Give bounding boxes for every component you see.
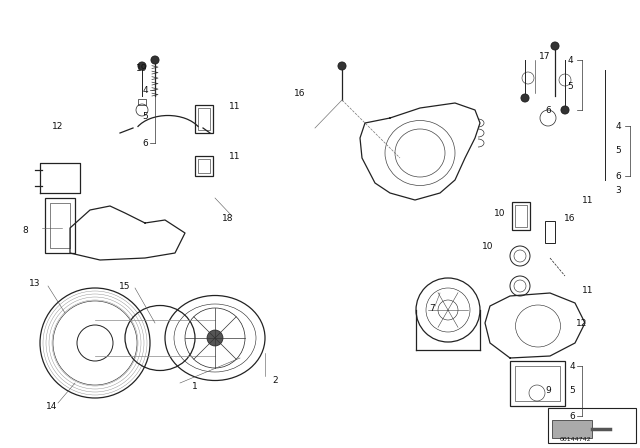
Text: 4: 4 xyxy=(567,56,573,65)
Circle shape xyxy=(207,330,223,346)
Circle shape xyxy=(338,62,346,70)
Bar xyxy=(138,99,146,105)
Text: 1: 1 xyxy=(192,382,198,391)
Text: 4: 4 xyxy=(569,362,575,370)
Bar xyxy=(195,156,213,176)
Text: 4: 4 xyxy=(615,121,621,130)
Text: 18: 18 xyxy=(222,214,234,223)
Text: 5: 5 xyxy=(569,385,575,395)
Text: 12: 12 xyxy=(576,319,588,327)
Text: 6: 6 xyxy=(142,138,148,147)
Text: 4: 4 xyxy=(142,86,148,95)
Text: 16: 16 xyxy=(564,214,576,223)
Circle shape xyxy=(561,106,569,114)
Bar xyxy=(545,221,555,243)
Text: 19: 19 xyxy=(136,64,148,73)
Text: 14: 14 xyxy=(46,401,58,410)
Circle shape xyxy=(521,94,529,102)
Text: 00144742: 00144742 xyxy=(560,437,591,442)
Text: 15: 15 xyxy=(119,281,131,290)
Text: 11: 11 xyxy=(229,102,241,111)
Text: 11: 11 xyxy=(229,151,241,160)
Text: 6: 6 xyxy=(569,412,575,421)
Bar xyxy=(548,408,636,443)
Text: 6: 6 xyxy=(545,105,551,115)
Bar xyxy=(50,203,70,248)
Bar xyxy=(515,366,560,401)
Circle shape xyxy=(151,56,159,64)
Text: 6: 6 xyxy=(615,172,621,181)
Text: 8: 8 xyxy=(22,225,28,234)
Bar xyxy=(515,205,527,227)
Text: 10: 10 xyxy=(494,208,506,217)
Text: 9: 9 xyxy=(545,385,551,395)
Text: 7: 7 xyxy=(429,303,435,313)
Circle shape xyxy=(551,42,559,50)
Bar xyxy=(198,159,210,173)
Text: 11: 11 xyxy=(582,195,594,204)
Text: 10: 10 xyxy=(483,241,493,250)
Text: 13: 13 xyxy=(29,279,41,288)
Text: 17: 17 xyxy=(540,52,551,60)
Bar xyxy=(552,420,592,438)
Text: 16: 16 xyxy=(294,89,306,98)
Text: 5: 5 xyxy=(567,82,573,90)
Text: 12: 12 xyxy=(52,121,64,130)
Bar xyxy=(198,108,210,130)
Text: 11: 11 xyxy=(582,285,594,294)
Text: 3: 3 xyxy=(615,185,621,194)
Bar xyxy=(45,198,75,253)
Text: 5: 5 xyxy=(615,146,621,155)
Text: 2: 2 xyxy=(272,375,278,384)
Circle shape xyxy=(138,62,146,70)
Bar xyxy=(512,202,530,230)
Bar xyxy=(195,105,213,133)
Bar xyxy=(510,361,565,406)
Text: 5: 5 xyxy=(142,112,148,121)
